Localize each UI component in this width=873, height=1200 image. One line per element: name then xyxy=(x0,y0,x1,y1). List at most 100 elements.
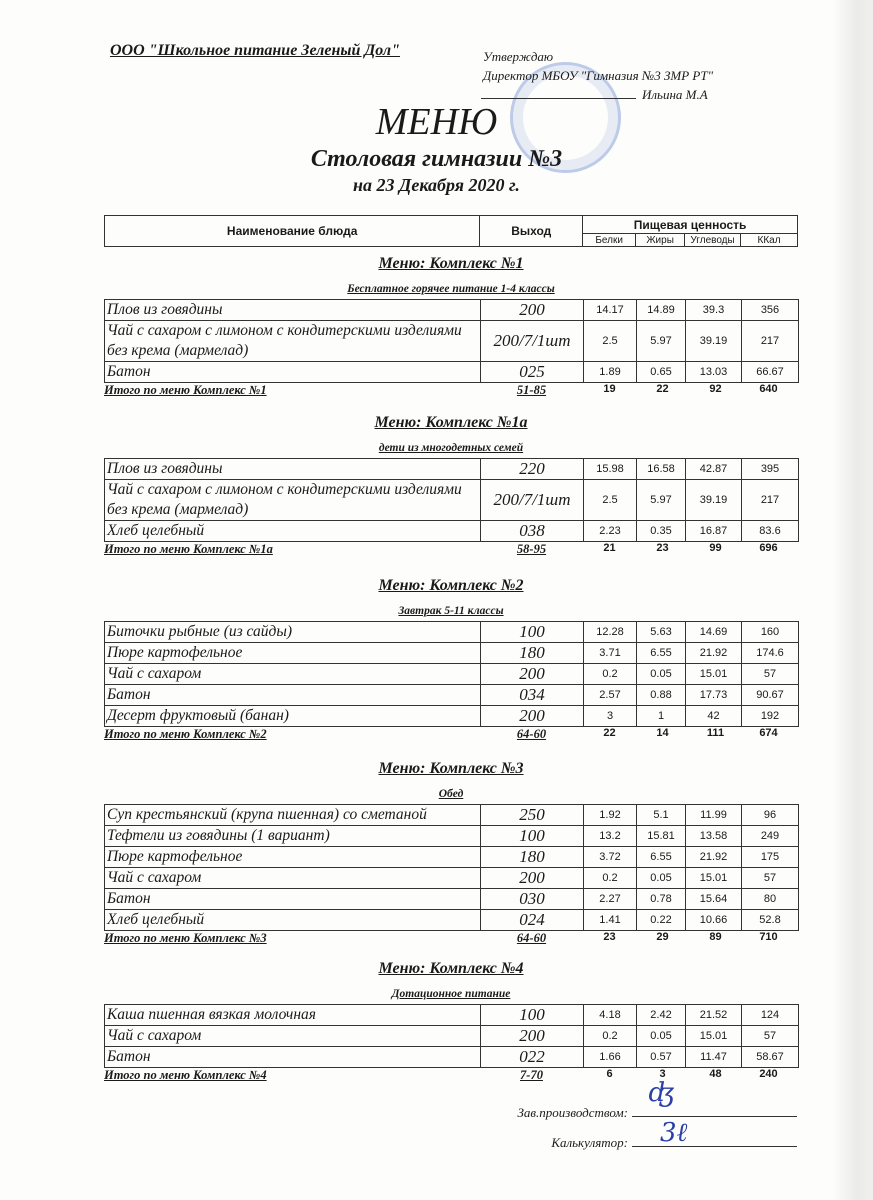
dish-carbs: 14.69 xyxy=(685,621,742,643)
total-output: 58-95 xyxy=(516,542,547,556)
dish-proteins: 3.72 xyxy=(583,846,637,868)
signature-line xyxy=(632,1104,797,1117)
dish-proteins: 3 xyxy=(583,705,637,727)
dish-proteins: 2.5 xyxy=(583,479,637,521)
dish-proteins: 0.2 xyxy=(583,663,637,685)
dish-carbs: 21.92 xyxy=(685,846,742,868)
dish-carbs: 17.73 xyxy=(685,684,742,706)
dish-kcal: 174.6 xyxy=(741,642,799,664)
total-proteins: 6 xyxy=(606,1068,613,1080)
approver-signature-line: Ильина М.А xyxy=(481,85,713,104)
dish-kcal: 395 xyxy=(741,458,799,480)
table-row: Чай с сахаром с лимоном с кондитерскими … xyxy=(104,479,799,521)
table-row: Пюре картофельное 180 3.72 6.55 21.92 175 xyxy=(104,846,799,868)
approver-position: Директор МБОУ "Гимназия №3 ЗМР РТ" xyxy=(483,68,714,83)
total-fats: 22 xyxy=(656,383,669,395)
dish-output: 022 xyxy=(480,1046,584,1068)
dish-kcal: 175 xyxy=(741,846,799,868)
dish-fats: 5.97 xyxy=(636,320,686,362)
table-row: Хлеб целебный 038 2.23 0.35 16.87 83.6 xyxy=(104,520,799,542)
dish-name: Плов из говядины xyxy=(104,299,481,321)
dish-kcal: 52.8 xyxy=(741,909,799,931)
dish-output: 220 xyxy=(480,458,584,480)
page-subtitle: Столовая гимназии №3 xyxy=(310,146,563,172)
section-title: Меню: Комплекс №3 xyxy=(378,760,524,777)
total-fats: 29 xyxy=(656,931,669,943)
signature-line xyxy=(632,1134,797,1147)
total-proteins: 23 xyxy=(603,931,616,943)
table-row: Десерт фруктовый (банан) 200 3 1 42 192 xyxy=(104,705,799,727)
dish-fats: 1 xyxy=(636,705,686,727)
total-kcal: 674 xyxy=(759,727,778,739)
table-row: Батон 034 2.57 0.88 17.73 90.67 xyxy=(104,684,799,706)
total-label: Итого по меню Комплекс №4 xyxy=(104,1068,267,1082)
dish-fats: 14.89 xyxy=(636,299,686,321)
total-carbs: 99 xyxy=(709,542,722,554)
dish-carbs: 42.87 xyxy=(685,458,742,480)
dish-kcal: 58.67 xyxy=(741,1046,799,1068)
dish-kcal: 80 xyxy=(741,888,799,910)
items-table: Плов из говядины 220 15.98 16.58 42.87 395 Чай… xyxy=(104,458,799,542)
total-label: Итого по меню Комплекс №2 xyxy=(104,727,267,741)
dish-kcal: 90.67 xyxy=(741,684,799,706)
dish-proteins: 0.2 xyxy=(583,1025,637,1047)
dish-name: Хлеб целебный xyxy=(104,520,481,542)
dish-carbs: 21.52 xyxy=(685,1004,742,1026)
scan-edge-shadow xyxy=(833,0,873,1200)
dish-carbs: 39.19 xyxy=(685,320,742,362)
dish-proteins: 1.92 xyxy=(583,804,637,826)
dish-name: Чай с сахаром с лимоном с кондитерскими … xyxy=(104,320,481,362)
items-table: Плов из говядины 200 14.17 14.89 39.3 356 Чай … xyxy=(104,299,799,383)
dish-proteins: 12.28 xyxy=(583,621,637,643)
dish-output: 100 xyxy=(480,1004,584,1026)
dish-name: Чай с сахаром xyxy=(104,867,481,889)
dish-proteins: 1.41 xyxy=(583,909,637,931)
dish-carbs: 15.01 xyxy=(685,867,742,889)
section-subtitle: дети из многодетных семей xyxy=(378,442,524,454)
dish-fats: 0.65 xyxy=(636,361,686,383)
dish-fats: 0.35 xyxy=(636,520,686,542)
total-row: Итого по меню Комплекс №3 64-60 23 29 89 710 xyxy=(104,931,798,949)
dish-name: Пюре картофельное xyxy=(104,642,481,664)
total-output: 7-70 xyxy=(520,1068,543,1082)
table-row: Батон 022 1.66 0.57 11.47 58.67 xyxy=(104,1046,799,1068)
section-subtitle: Завтрак 5-11 классы xyxy=(398,605,504,617)
section-complex-3: Меню: Комплекс №3 Обед Суп крестьянский (к… xyxy=(104,760,799,949)
signature-line xyxy=(481,86,636,99)
dish-carbs: 39.19 xyxy=(685,479,742,521)
dish-name: Тефтели из говядины (1 вариант) xyxy=(104,825,481,847)
dish-proteins: 15.98 xyxy=(583,458,637,480)
dish-carbs: 15.01 xyxy=(685,663,742,685)
table-row: Биточки рыбные (из сайды) 100 12.28 5.63 14.… xyxy=(104,621,799,643)
dish-name: Батон xyxy=(104,684,481,706)
dish-fats: 16.58 xyxy=(636,458,686,480)
calculator-label: Калькулятор: xyxy=(551,1135,628,1150)
dish-proteins: 2.27 xyxy=(583,888,637,910)
dish-proteins: 2.5 xyxy=(583,320,637,362)
dish-proteins: 4.18 xyxy=(583,1004,637,1026)
total-label: Итого по меню Комплекс №3 xyxy=(104,931,267,945)
dish-output: 025 xyxy=(480,361,584,383)
total-output: 51-85 xyxy=(516,383,547,397)
dish-name: Батон xyxy=(104,888,481,910)
dish-name: Десерт фруктовый (банан) xyxy=(104,705,481,727)
dish-kcal: 124 xyxy=(741,1004,799,1026)
dish-name: Плов из говядины xyxy=(104,458,481,480)
items-table: Суп крестьянский (крупа пшенная) со смет… xyxy=(104,804,799,931)
official-stamp xyxy=(510,62,621,173)
section-subtitle: Обед xyxy=(438,788,464,800)
dish-carbs: 16.87 xyxy=(685,520,742,542)
items-table: Биточки рыбные (из сайды) 100 12.28 5.63 14.… xyxy=(104,621,799,727)
dish-kcal: 57 xyxy=(741,663,799,685)
total-proteins: 22 xyxy=(603,727,616,739)
header-fats: Жиры xyxy=(635,233,686,247)
header-carbs: Углеводы xyxy=(684,233,742,247)
total-output: 64-60 xyxy=(516,727,547,741)
dish-proteins: 3.71 xyxy=(583,642,637,664)
section-title: Меню: Комплекс №2 xyxy=(378,577,524,594)
dish-name: Каша пшенная вязкая молочная xyxy=(104,1004,481,1026)
dish-carbs: 11.99 xyxy=(685,804,742,826)
total-fats: 14 xyxy=(656,727,669,739)
table-row: Хлеб целебный 024 1.41 0.22 10.66 52.8 xyxy=(104,909,799,931)
dish-kcal: 217 xyxy=(741,479,799,521)
